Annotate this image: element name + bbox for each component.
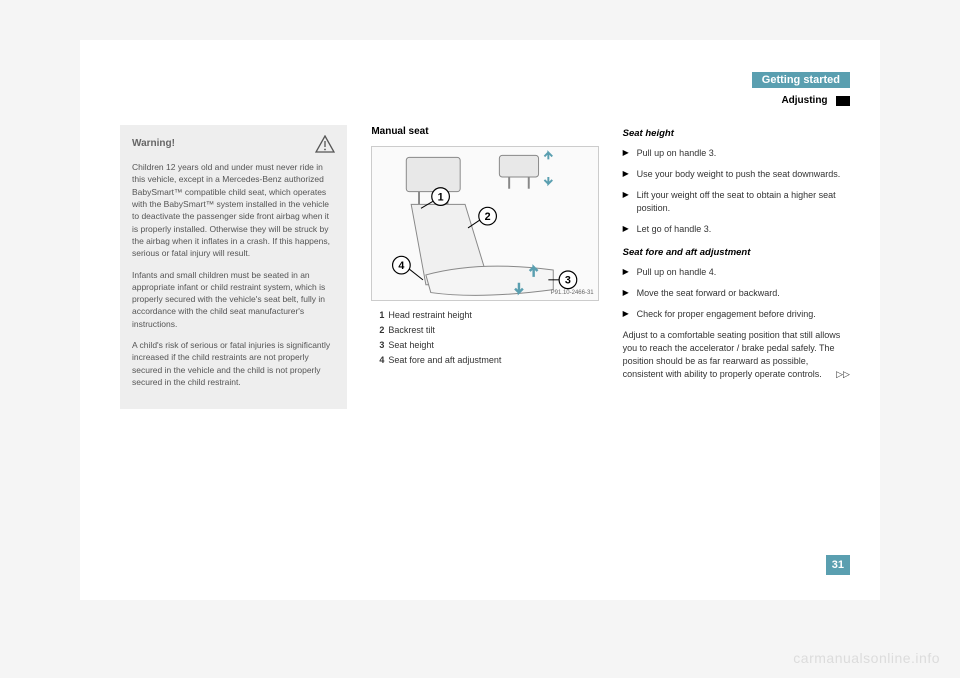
watermark: carmanualsonline.info — [793, 650, 940, 666]
subsection-marker — [836, 96, 850, 106]
step: Move the seat forward or backward. — [623, 287, 850, 300]
warning-para-3: A child's risk of serious or fatal injur… — [132, 339, 335, 388]
step: Let go of handle 3. — [623, 223, 850, 236]
manual-seat-heading: Manual seat — [371, 125, 598, 140]
step: Use your body weight to push the seat do… — [623, 168, 850, 181]
warning-title: Warning! — [132, 137, 175, 152]
col-left: Warning! Children 12 years old and under… — [120, 125, 347, 409]
legend-item: 2Backrest tilt — [379, 324, 598, 337]
warning-header: Warning! — [132, 135, 335, 153]
seat-height-steps: Pull up on handle 3. Use your body weigh… — [623, 147, 850, 236]
section-title: Getting started — [752, 72, 850, 88]
warning-para-1: Children 12 years old and under must nev… — [132, 161, 335, 260]
legend-item: 1Head restraint height — [379, 309, 598, 322]
section-header: Getting started — [80, 40, 880, 88]
diagram-ref: P91.10-2466-31 — [551, 289, 594, 298]
seat-diagram: 1 2 3 4 P91.10-2466-31 — [371, 146, 598, 301]
seat-height-title: Seat height — [623, 127, 850, 141]
warning-para-2: Infants and small children must be seate… — [132, 269, 335, 331]
subsection-row: Adjusting — [80, 92, 880, 110]
col-center: Manual seat — [371, 125, 598, 409]
warning-icon — [315, 135, 335, 153]
fore-aft-steps: Pull up on handle 4. Move the seat forwa… — [623, 266, 850, 321]
legend-item: 4Seat fore and aft adjustment — [379, 354, 598, 367]
page: Getting started Adjusting Warning! — [80, 40, 880, 600]
step: Check for proper engagement before drivi… — [623, 308, 850, 321]
fore-aft-title: Seat fore and aft adjustment — [623, 246, 850, 260]
step: Pull up on handle 3. — [623, 147, 850, 160]
callout-1: 1 — [438, 191, 444, 203]
page-number: 31 — [826, 555, 850, 575]
warning-box: Warning! Children 12 years old and under… — [120, 125, 347, 409]
continue-icon: ▷▷ — [836, 368, 850, 381]
col-right: Seat height Pull up on handle 3. Use you… — [623, 125, 850, 409]
callout-3: 3 — [565, 274, 571, 286]
callout-2: 2 — [485, 211, 491, 223]
legend-item: 3Seat height — [379, 339, 598, 352]
closing-para: Adjust to a comfortable seating position… — [623, 329, 850, 381]
legend-list: 1Head restraint height 2Backrest tilt 3S… — [371, 309, 598, 367]
subsection-title: Adjusting — [781, 95, 827, 106]
step: Lift your weight off the seat to obtain … — [623, 189, 850, 215]
content-columns: Warning! Children 12 years old and under… — [80, 110, 880, 409]
callout-4: 4 — [399, 260, 405, 272]
step: Pull up on handle 4. — [623, 266, 850, 279]
